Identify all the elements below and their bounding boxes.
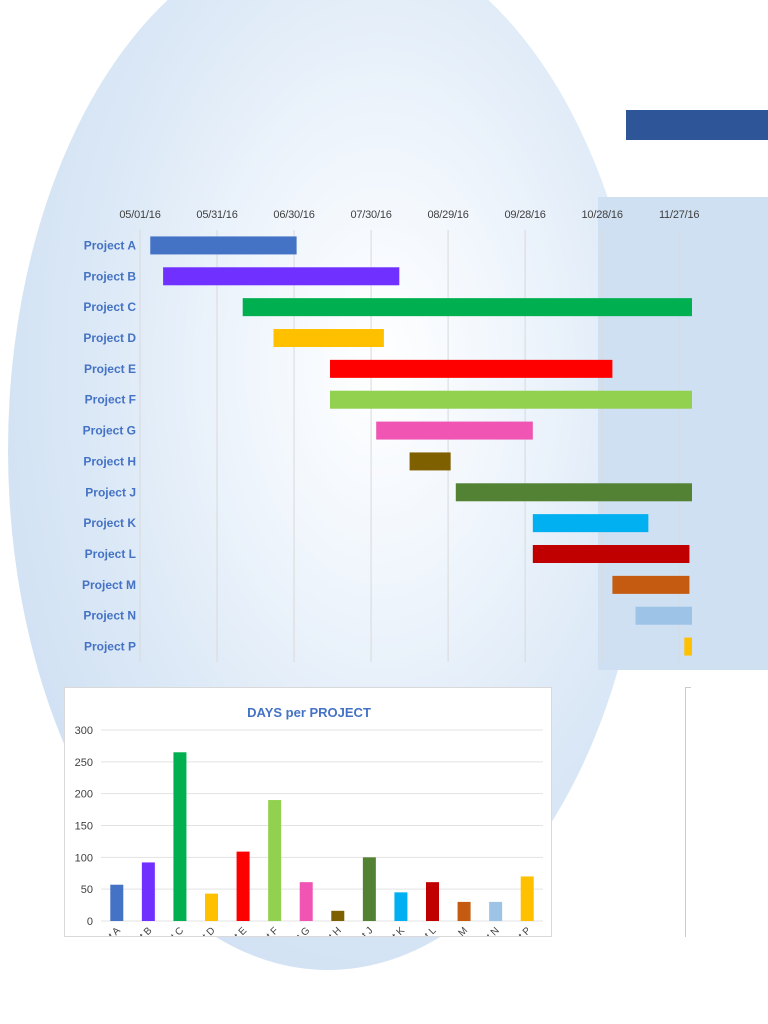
bar-category-label: t G <box>295 925 312 937</box>
gantt-bar <box>329 359 613 378</box>
bar-y-tick-label: 300 <box>75 725 93 737</box>
gantt-bar <box>273 329 384 347</box>
bar-category-label: t N <box>485 925 502 937</box>
gantt-x-tick-label: 08/29/16 <box>427 209 468 221</box>
gantt-x-tick-label: 07/30/16 <box>350 209 391 221</box>
bar-category-label: t K <box>391 925 408 937</box>
bar-category-label: t F <box>265 925 281 937</box>
bar-y-tick-label: 50 <box>81 884 93 896</box>
bar <box>205 893 218 921</box>
gantt-x-tick-label: 05/01/16 <box>119 209 160 221</box>
bar-category-label: t B <box>138 925 155 937</box>
bar <box>362 857 376 921</box>
chart-edge-line <box>685 687 686 937</box>
gantt-bar <box>532 545 690 563</box>
bar <box>489 901 503 921</box>
gantt-row-label: Project D <box>83 331 136 345</box>
bar <box>457 901 471 921</box>
bar-series <box>110 752 534 921</box>
bar <box>141 862 155 921</box>
bar-category-label: t C <box>169 925 186 937</box>
gantt-bar <box>684 637 692 656</box>
bar-category-label: t D <box>201 925 218 937</box>
gantt-x-axis: 05/01/16 05/31/16 06/30/16 07/30/16 08/29/16… <box>119 209 699 221</box>
gantt-bar <box>163 267 400 286</box>
gantt-x-tick-label: 09/28/16 <box>505 209 546 221</box>
bar-category-label: t P <box>517 925 534 937</box>
gantt-gridlines <box>139 230 680 662</box>
chart-edge-tick <box>685 687 691 688</box>
bar <box>173 752 187 921</box>
gantt-row-label: Project L <box>85 547 136 561</box>
gantt-bar <box>612 575 690 594</box>
gantt-row-label: Project N <box>83 609 136 623</box>
bar-y-tick-label: 250 <box>75 757 93 769</box>
bar <box>520 876 534 921</box>
gantt-bar <box>329 390 692 409</box>
gantt-row-label: Project H <box>83 454 136 468</box>
gantt-row-label: Project J <box>85 485 136 499</box>
gantt-y-axis: Project A Project B Project C Project D Proj… <box>82 238 136 653</box>
gantt-bars <box>150 236 692 656</box>
bar <box>426 882 439 921</box>
gantt-bar <box>635 606 692 625</box>
bar-y-tick-label: 200 <box>75 789 93 801</box>
bar-category-label: t E <box>233 925 250 937</box>
bar-gridlines <box>101 729 543 922</box>
bar-y-tick-label: 100 <box>75 852 93 864</box>
bar <box>331 910 345 921</box>
gantt-row-label: Project C <box>83 300 136 314</box>
bar-y-tick-label: 150 <box>75 821 93 833</box>
gantt-x-tick-label: 10/28/16 <box>582 209 623 221</box>
gantt-row-label: Project M <box>82 578 136 592</box>
bar <box>268 800 282 921</box>
chart-title: DAYS per PROJECT <box>247 705 371 720</box>
gantt-bar <box>409 452 451 471</box>
gantt-row-label: Project B <box>83 269 136 283</box>
title-banner <box>626 110 768 140</box>
bar-category-label: t A <box>107 925 123 937</box>
gantt-row-label: Project F <box>85 393 136 407</box>
bar-y-axis: 0 50 100 150 200 250 300 <box>75 725 93 928</box>
bar-y-tick-label: 0 <box>87 916 93 928</box>
gantt-x-tick-label: 06/30/16 <box>273 209 314 221</box>
gantt-row-label: Project E <box>84 362 136 376</box>
gantt-bar <box>376 421 533 440</box>
gantt-bar <box>242 298 692 317</box>
bar <box>110 884 124 921</box>
bar-category-label: t L <box>423 925 439 937</box>
gantt-row-label: Project P <box>84 640 136 654</box>
gantt-x-tick-label: 05/31/16 <box>196 209 237 221</box>
gantt-row-label: Project A <box>84 238 137 252</box>
gantt-bar <box>532 514 649 533</box>
gantt-row-label: Project K <box>83 516 136 530</box>
bar <box>394 892 408 921</box>
bar-category-label: t H <box>327 925 344 937</box>
gantt-row-label: Project G <box>83 424 136 438</box>
gantt-x-tick-label: 11/27/16 <box>659 209 699 221</box>
bar-category-label: t J <box>360 925 375 937</box>
bar-category-label: M <box>457 925 471 937</box>
bar <box>236 851 250 921</box>
gantt-bar <box>455 483 692 502</box>
bar <box>299 882 313 921</box>
gantt-bar <box>150 236 297 255</box>
gantt-chart: 05/01/16 05/31/16 06/30/16 07/30/16 08/29/16… <box>82 209 700 662</box>
